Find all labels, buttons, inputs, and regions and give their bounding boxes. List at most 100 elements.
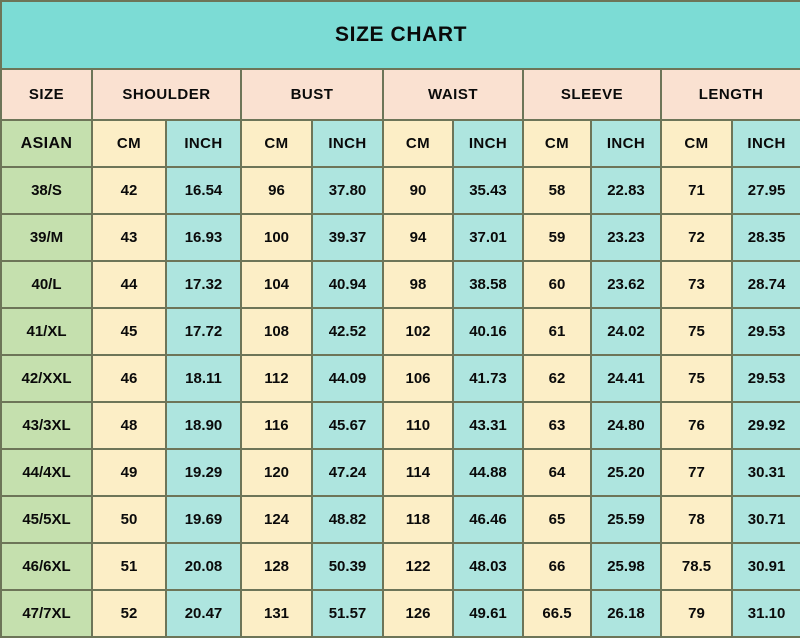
- cell-shoulder-cm: 52: [91, 589, 167, 638]
- table-row: 46/6XL 51 20.08 128 50.39 122 48.03 66 25.98 78.5…: [0, 542, 800, 591]
- cell-shoulder-cm: 49: [91, 448, 167, 497]
- cell-length-inch: 29.53: [730, 307, 800, 356]
- cell-waist-inch: 43.31: [452, 401, 524, 450]
- cell-waist-cm: 102: [382, 307, 454, 356]
- table-row: 44/4XL 49 19.29 120 47.24 114 44.88 64 25.20 77 30…: [0, 448, 800, 497]
- cell-length-cm: 75: [660, 307, 733, 356]
- cell-bust-cm: 96: [240, 166, 313, 215]
- cell-sleeve-inch: 23.62: [590, 260, 662, 309]
- cell-size: 39/M: [0, 213, 93, 262]
- cell-bust-cm: 108: [240, 307, 313, 356]
- cell-length-inch: 30.71: [730, 495, 800, 544]
- cell-length-cm: 77: [660, 448, 733, 497]
- cell-size: 45/5XL: [0, 495, 93, 544]
- cell-waist-cm: 94: [382, 213, 454, 262]
- cell-shoulder-inch: 20.47: [165, 589, 242, 638]
- cell-shoulder-cm: 42: [91, 166, 167, 215]
- cell-shoulder-cm: 51: [91, 542, 167, 591]
- cell-length-cm: 79: [660, 589, 733, 638]
- cell-shoulder-inch: 16.93: [165, 213, 242, 262]
- cell-shoulder-cm: 46: [91, 354, 167, 403]
- cell-length-inch: 28.35: [730, 213, 800, 262]
- cell-bust-inch: 50.39: [311, 542, 384, 591]
- cell-length-inch: 30.31: [730, 448, 800, 497]
- cell-bust-inch: 51.57: [311, 589, 384, 638]
- table-row: 45/5XL 50 19.69 124 48.82 118 46.46 65 25.59 78 30…: [0, 495, 800, 544]
- cell-sleeve-cm: 66: [522, 542, 592, 591]
- cell-sleeve-inch: 25.20: [590, 448, 662, 497]
- group-header-size: SIZE: [0, 68, 93, 121]
- table-row: 42/XXL 46 18.11 112 44.09 106 41.73 62 24.41 75 29…: [0, 354, 800, 403]
- table-row: 47/7XL 52 20.47 131 51.57 126 49.61 66.5 26.18 79…: [0, 589, 800, 638]
- cell-length-cm: 72: [660, 213, 733, 262]
- cell-length-cm: 73: [660, 260, 733, 309]
- cell-size: 41/XL: [0, 307, 93, 356]
- cell-bust-inch: 39.37: [311, 213, 384, 262]
- cell-shoulder-inch: 20.08: [165, 542, 242, 591]
- chart-title: SIZE CHART: [0, 0, 800, 70]
- cell-waist-inch: 35.43: [452, 166, 524, 215]
- cell-size: 38/S: [0, 166, 93, 215]
- table-row: 39/M 43 16.93 100 39.37 94 37.01 59 23.23 72 28.35: [0, 213, 800, 262]
- cell-waist-inch: 37.01: [452, 213, 524, 262]
- cell-sleeve-cm: 66.5: [522, 589, 592, 638]
- cell-shoulder-inch: 18.90: [165, 401, 242, 450]
- cell-size: 42/XXL: [0, 354, 93, 403]
- cell-length-cm: 78.5: [660, 542, 733, 591]
- cell-sleeve-inch: 26.18: [590, 589, 662, 638]
- cell-waist-inch: 40.16: [452, 307, 524, 356]
- cell-sleeve-cm: 60: [522, 260, 592, 309]
- cell-sleeve-cm: 61: [522, 307, 592, 356]
- size-chart-body: 38/S 42 16.54 96 37.80 90 35.43 58 22.83 71 27.95 3…: [0, 166, 800, 638]
- cell-waist-cm: 106: [382, 354, 454, 403]
- cell-shoulder-inch: 17.32: [165, 260, 242, 309]
- unit-waist-inch: INCH: [452, 119, 524, 168]
- cell-bust-cm: 128: [240, 542, 313, 591]
- cell-waist-cm: 122: [382, 542, 454, 591]
- unit-sleeve-cm: CM: [522, 119, 592, 168]
- cell-bust-cm: 131: [240, 589, 313, 638]
- cell-bust-inch: 44.09: [311, 354, 384, 403]
- cell-bust-cm: 104: [240, 260, 313, 309]
- unit-length-cm: CM: [660, 119, 733, 168]
- cell-shoulder-inch: 18.11: [165, 354, 242, 403]
- title-row: SIZE CHART: [0, 0, 800, 70]
- cell-waist-inch: 44.88: [452, 448, 524, 497]
- cell-shoulder-cm: 50: [91, 495, 167, 544]
- group-header-shoulder: SHOULDER: [91, 68, 242, 121]
- cell-sleeve-inch: 24.80: [590, 401, 662, 450]
- cell-shoulder-inch: 17.72: [165, 307, 242, 356]
- cell-size: 47/7XL: [0, 589, 93, 638]
- table-row: 41/XL 45 17.72 108 42.52 102 40.16 61 24.02 75 29.…: [0, 307, 800, 356]
- cell-bust-cm: 116: [240, 401, 313, 450]
- cell-length-inch: 30.91: [730, 542, 800, 591]
- cell-size: 46/6XL: [0, 542, 93, 591]
- cell-sleeve-inch: 25.59: [590, 495, 662, 544]
- unit-length-inch: INCH: [730, 119, 800, 168]
- table-row: 40/L 44 17.32 104 40.94 98 38.58 60 23.62 73 28.74: [0, 260, 800, 309]
- cell-length-cm: 71: [660, 166, 733, 215]
- cell-bust-cm: 112: [240, 354, 313, 403]
- cell-waist-cm: 126: [382, 589, 454, 638]
- cell-bust-inch: 42.52: [311, 307, 384, 356]
- unit-sleeve-inch: INCH: [590, 119, 662, 168]
- cell-sleeve-cm: 64: [522, 448, 592, 497]
- cell-length-inch: 29.53: [730, 354, 800, 403]
- cell-bust-inch: 45.67: [311, 401, 384, 450]
- cell-sleeve-inch: 24.41: [590, 354, 662, 403]
- cell-length-cm: 75: [660, 354, 733, 403]
- unit-shoulder-inch: INCH: [165, 119, 242, 168]
- cell-sleeve-cm: 65: [522, 495, 592, 544]
- cell-waist-cm: 90: [382, 166, 454, 215]
- cell-bust-inch: 48.82: [311, 495, 384, 544]
- group-header-row: SIZE SHOULDER BUST WAIST SLEEVE LENGTH: [0, 68, 800, 121]
- cell-waist-cm: 114: [382, 448, 454, 497]
- cell-waist-inch: 38.58: [452, 260, 524, 309]
- cell-waist-inch: 46.46: [452, 495, 524, 544]
- cell-length-inch: 29.92: [730, 401, 800, 450]
- cell-sleeve-inch: 24.02: [590, 307, 662, 356]
- group-header-waist: WAIST: [382, 68, 524, 121]
- cell-bust-inch: 47.24: [311, 448, 384, 497]
- cell-waist-cm: 118: [382, 495, 454, 544]
- cell-length-inch: 28.74: [730, 260, 800, 309]
